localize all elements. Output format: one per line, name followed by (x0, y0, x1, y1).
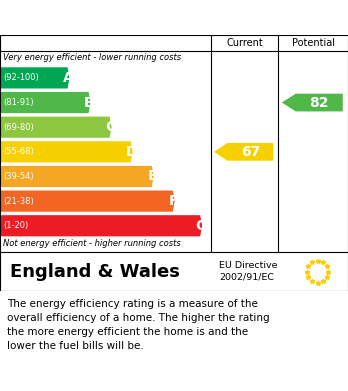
Text: (21-38): (21-38) (3, 197, 34, 206)
Text: G: G (195, 219, 207, 233)
Text: (55-68): (55-68) (3, 147, 34, 156)
Polygon shape (0, 166, 154, 187)
Text: (69-80): (69-80) (3, 123, 34, 132)
Text: C: C (105, 120, 116, 134)
Text: A: A (63, 71, 74, 85)
Text: E: E (148, 169, 157, 183)
Text: Current: Current (226, 38, 263, 48)
Polygon shape (0, 67, 70, 88)
Text: Energy Efficiency Rating: Energy Efficiency Rating (9, 10, 238, 29)
Text: F: F (169, 194, 178, 208)
Polygon shape (0, 141, 133, 162)
Text: (81-91): (81-91) (3, 98, 34, 107)
Text: B: B (84, 95, 95, 109)
Text: (1-20): (1-20) (3, 221, 29, 230)
Polygon shape (214, 143, 273, 161)
Text: Very energy efficient - lower running costs: Very energy efficient - lower running co… (3, 52, 182, 61)
Polygon shape (0, 190, 175, 212)
Polygon shape (0, 92, 90, 113)
Text: The energy efficiency rating is a measure of the
overall efficiency of a home. T: The energy efficiency rating is a measur… (7, 299, 270, 351)
Text: 82: 82 (309, 95, 329, 109)
Text: Potential: Potential (292, 38, 335, 48)
Text: (92-100): (92-100) (3, 74, 39, 83)
Text: (39-54): (39-54) (3, 172, 34, 181)
Polygon shape (282, 94, 343, 111)
Text: EU Directive
2002/91/EC: EU Directive 2002/91/EC (219, 260, 278, 282)
Polygon shape (0, 117, 112, 138)
Text: Not energy efficient - higher running costs: Not energy efficient - higher running co… (3, 239, 181, 248)
Text: D: D (126, 145, 137, 159)
Text: 67: 67 (241, 145, 260, 159)
Text: England & Wales: England & Wales (10, 263, 180, 281)
Polygon shape (0, 215, 202, 237)
